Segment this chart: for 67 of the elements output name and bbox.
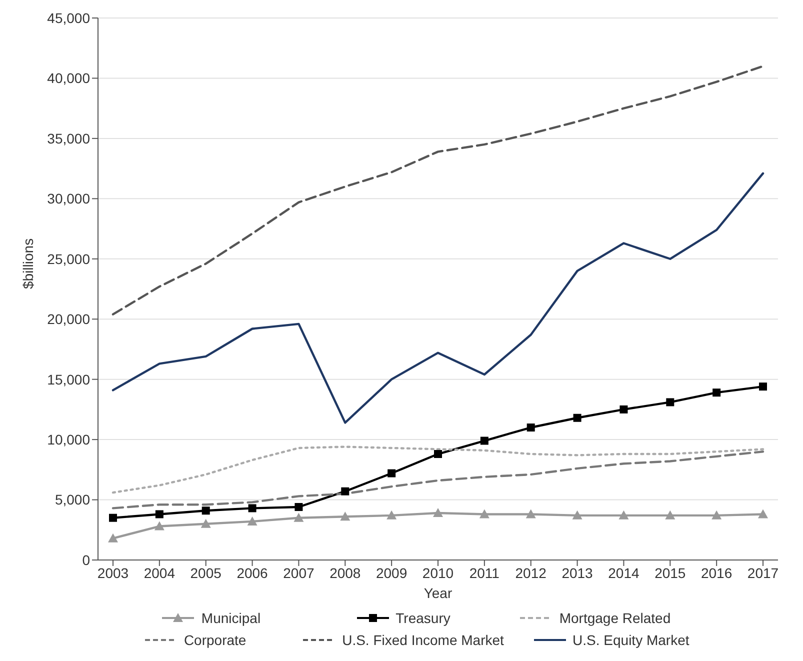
x-tick-label: 2016 — [700, 564, 732, 581]
x-tick-label: 2009 — [376, 564, 408, 581]
line-series — [112, 446, 764, 494]
point — [340, 512, 350, 521]
point — [341, 487, 350, 496]
x-tick-label: 2013 — [562, 564, 594, 581]
point — [200, 518, 211, 528]
point — [202, 506, 210, 515]
y-tick-label: 35,000 — [47, 130, 90, 146]
point — [386, 510, 397, 520]
y-axis-title: $billions — [20, 238, 36, 289]
point — [433, 508, 443, 518]
point — [108, 533, 118, 542]
x-tick-label: 2005 — [190, 564, 222, 581]
line-series — [112, 450, 764, 510]
point — [480, 436, 488, 445]
point — [666, 398, 674, 406]
y-tick-label: 25,000 — [47, 250, 90, 267]
x-axis-title: Year — [424, 585, 452, 601]
x-tick-label: 2012 — [515, 564, 547, 581]
point — [758, 509, 768, 518]
y-tick-label: 30,000 — [47, 190, 90, 207]
point — [759, 382, 767, 391]
x-tick-label: 2010 — [422, 564, 454, 581]
legend-label: Mortgage Related — [559, 610, 671, 626]
point — [479, 509, 490, 518]
line-series — [112, 172, 764, 424]
legend-label: U.S. Fixed Income Market — [342, 632, 504, 648]
point — [526, 424, 535, 432]
point — [248, 504, 256, 512]
point — [388, 469, 396, 478]
y-tick-label: 10,000 — [47, 432, 90, 448]
line-series — [112, 65, 764, 316]
y-tick-label: 20,000 — [47, 311, 90, 328]
x-tick-label: 2008 — [330, 564, 361, 581]
point — [294, 512, 304, 522]
point — [109, 514, 117, 522]
legend-label: Corporate — [184, 632, 246, 648]
y-tick-label: 40,000 — [47, 70, 90, 86]
point — [573, 414, 582, 422]
point — [712, 388, 721, 397]
y-tick-label: 0 — [82, 552, 90, 568]
x-tick-label: 2017 — [747, 564, 779, 581]
legend-label: Treasury — [396, 610, 450, 626]
y-tick-label: 45,000 — [47, 10, 90, 26]
point — [294, 503, 303, 512]
legend-label: U.S. Equity Market — [572, 632, 690, 648]
point — [434, 450, 442, 458]
point — [712, 510, 722, 520]
x-tick-label: 2006 — [236, 564, 268, 581]
point — [247, 516, 258, 526]
point — [154, 521, 164, 530]
x-tick-label: 2014 — [608, 564, 640, 581]
legend-label: Municipal — [201, 610, 261, 626]
point — [618, 510, 629, 520]
point — [155, 510, 164, 518]
y-tick-label: 5,000 — [54, 492, 90, 508]
point — [526, 509, 536, 518]
x-tick-label: 2015 — [654, 564, 686, 581]
y-tick-label: 15,000 — [47, 371, 90, 388]
point — [665, 510, 676, 520]
point — [572, 510, 582, 520]
x-tick-label: 2003 — [97, 564, 129, 581]
x-tick-label: 2004 — [144, 564, 176, 581]
point — [620, 405, 628, 414]
x-tick-label: 2007 — [283, 564, 314, 581]
x-tick-label: 2011 — [469, 564, 500, 581]
